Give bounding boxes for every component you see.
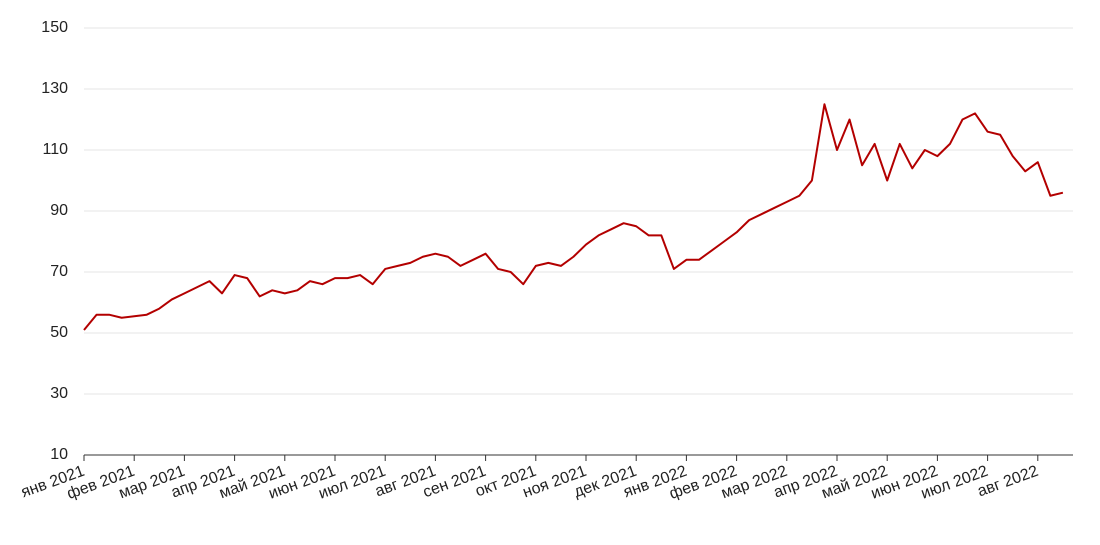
y-tick-label: 90 bbox=[50, 202, 68, 219]
y-tick-label: 130 bbox=[41, 80, 68, 97]
y-tick-label: 70 bbox=[50, 263, 68, 280]
line-series bbox=[83, 103, 1064, 331]
y-tick-label: 10 bbox=[50, 446, 68, 463]
y-tick-label: 150 bbox=[41, 19, 68, 36]
y-tick-label: 50 bbox=[50, 324, 68, 341]
y-tick-label: 110 bbox=[42, 141, 68, 158]
y-tick-label: 30 bbox=[50, 385, 68, 402]
